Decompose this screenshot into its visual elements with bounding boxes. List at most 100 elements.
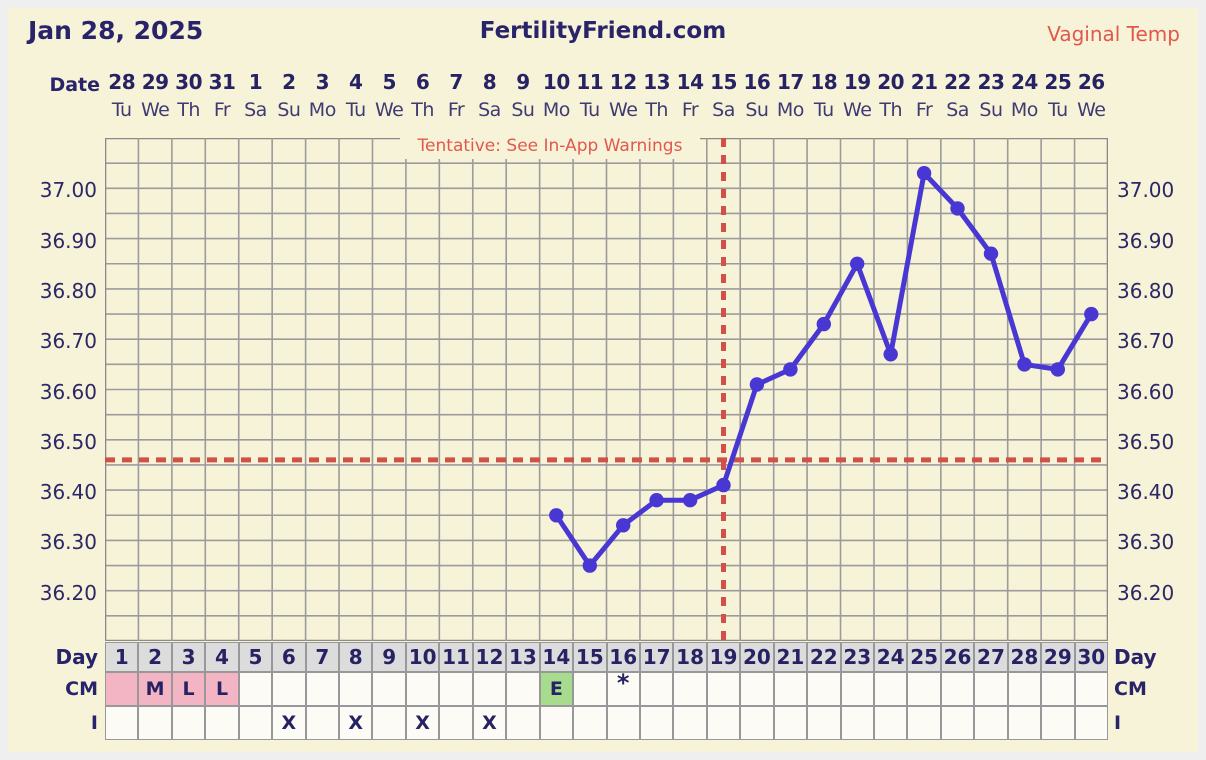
intercourse-cell[interactable]: X bbox=[405, 706, 440, 740]
temp-point[interactable] bbox=[816, 316, 831, 332]
day-cell[interactable]: 18 bbox=[673, 642, 707, 672]
cm-cell[interactable] bbox=[439, 672, 473, 706]
cm-cell[interactable]: M bbox=[138, 672, 172, 706]
cm-cell[interactable] bbox=[740, 672, 774, 706]
temp-point[interactable] bbox=[883, 347, 898, 362]
intercourse-cell[interactable] bbox=[807, 706, 841, 740]
cm-cell[interactable] bbox=[773, 672, 808, 706]
day-cell[interactable]: 15 bbox=[573, 642, 607, 672]
cm-cell[interactable] bbox=[673, 672, 707, 706]
day-cell[interactable]: 9 bbox=[372, 642, 406, 672]
day-cell[interactable]: 10 bbox=[405, 642, 440, 672]
intercourse-cell[interactable] bbox=[873, 706, 908, 740]
cm-cell[interactable] bbox=[105, 672, 139, 706]
day-cell[interactable]: 13 bbox=[506, 642, 540, 672]
cm-cell[interactable] bbox=[506, 672, 540, 706]
day-cell[interactable]: 12 bbox=[472, 642, 507, 672]
cm-cell[interactable] bbox=[1007, 672, 1042, 706]
intercourse-cell[interactable] bbox=[171, 706, 206, 740]
intercourse-cell[interactable] bbox=[1074, 706, 1108, 740]
day-cell[interactable]: 19 bbox=[706, 642, 741, 672]
intercourse-cell[interactable] bbox=[907, 706, 941, 740]
cm-cell[interactable] bbox=[940, 672, 975, 706]
intercourse-cell[interactable] bbox=[639, 706, 674, 740]
cm-cell[interactable] bbox=[372, 672, 406, 706]
cm-cell[interactable] bbox=[272, 672, 306, 706]
day-cell[interactable]: 14 bbox=[539, 642, 574, 672]
intercourse-cell[interactable] bbox=[305, 706, 340, 740]
cm-cell[interactable]: L bbox=[171, 672, 206, 706]
intercourse-cell[interactable] bbox=[773, 706, 808, 740]
intercourse-cell[interactable]: X bbox=[272, 706, 306, 740]
day-cell[interactable]: 30 bbox=[1074, 642, 1108, 672]
intercourse-cell[interactable] bbox=[573, 706, 607, 740]
temp-point[interactable] bbox=[716, 477, 731, 493]
cm-cell[interactable] bbox=[238, 672, 273, 706]
day-cell[interactable]: 17 bbox=[639, 642, 674, 672]
cm-cell[interactable] bbox=[472, 672, 507, 706]
temp-point[interactable] bbox=[1017, 357, 1032, 372]
day-cell[interactable]: 23 bbox=[840, 642, 874, 672]
day-cell[interactable]: 1 bbox=[105, 642, 139, 672]
cm-cell[interactable]: E bbox=[539, 672, 574, 706]
cm-cell[interactable] bbox=[305, 672, 340, 706]
intercourse-cell[interactable] bbox=[606, 706, 640, 740]
day-cell[interactable]: 16 bbox=[606, 642, 640, 672]
day-cell[interactable]: 11 bbox=[439, 642, 473, 672]
cm-cell[interactable] bbox=[706, 672, 741, 706]
intercourse-cell[interactable] bbox=[138, 706, 172, 740]
intercourse-cell[interactable] bbox=[1041, 706, 1075, 740]
day-cell[interactable]: 4 bbox=[205, 642, 239, 672]
temperature-chart[interactable] bbox=[105, 138, 1108, 641]
cm-cell[interactable] bbox=[974, 672, 1008, 706]
temp-point[interactable] bbox=[549, 508, 564, 523]
temp-point[interactable] bbox=[983, 246, 999, 261]
temp-point[interactable] bbox=[749, 377, 765, 392]
day-cell[interactable]: 21 bbox=[773, 642, 808, 672]
day-cell[interactable]: 22 bbox=[807, 642, 841, 672]
intercourse-cell[interactable] bbox=[840, 706, 874, 740]
day-cell[interactable]: 27 bbox=[974, 642, 1008, 672]
temp-point[interactable] bbox=[950, 201, 965, 216]
cm-cell[interactable] bbox=[639, 672, 674, 706]
intercourse-cell[interactable] bbox=[238, 706, 273, 740]
cm-cell[interactable] bbox=[339, 672, 373, 706]
cm-cell[interactable] bbox=[907, 672, 941, 706]
cm-cell[interactable] bbox=[1074, 672, 1108, 706]
temp-point[interactable] bbox=[649, 493, 664, 508]
cm-cell[interactable] bbox=[573, 672, 607, 706]
day-cell[interactable]: 3 bbox=[171, 642, 206, 672]
day-cell[interactable]: 24 bbox=[873, 642, 908, 672]
intercourse-cell[interactable] bbox=[974, 706, 1008, 740]
cm-cell[interactable]: * bbox=[606, 669, 640, 706]
cm-cell[interactable] bbox=[1041, 672, 1075, 706]
temp-point[interactable] bbox=[916, 166, 932, 181]
intercourse-cell[interactable] bbox=[506, 706, 540, 740]
day-cell[interactable]: 26 bbox=[940, 642, 975, 672]
day-cell[interactable]: 8 bbox=[339, 642, 373, 672]
intercourse-cell[interactable] bbox=[740, 706, 774, 740]
intercourse-cell[interactable] bbox=[1007, 706, 1042, 740]
intercourse-cell[interactable] bbox=[105, 706, 139, 740]
temp-point[interactable] bbox=[616, 518, 631, 533]
cm-cell[interactable] bbox=[807, 672, 841, 706]
day-cell[interactable]: 20 bbox=[740, 642, 774, 672]
day-cell[interactable]: 7 bbox=[305, 642, 340, 672]
temp-point[interactable] bbox=[682, 493, 698, 508]
intercourse-cell[interactable] bbox=[940, 706, 975, 740]
intercourse-cell[interactable] bbox=[539, 706, 574, 740]
day-cell[interactable]: 29 bbox=[1041, 642, 1075, 672]
temp-point[interactable] bbox=[850, 256, 865, 271]
temp-point[interactable] bbox=[582, 558, 597, 573]
temp-point[interactable] bbox=[1050, 362, 1065, 377]
intercourse-cell[interactable] bbox=[205, 706, 239, 740]
cm-cell[interactable] bbox=[405, 672, 440, 706]
day-cell[interactable]: 28 bbox=[1007, 642, 1042, 672]
intercourse-cell[interactable] bbox=[706, 706, 741, 740]
day-cell[interactable]: 2 bbox=[138, 642, 172, 672]
intercourse-cell[interactable] bbox=[372, 706, 406, 740]
intercourse-cell[interactable] bbox=[673, 706, 707, 740]
cm-cell[interactable]: L bbox=[205, 672, 239, 706]
intercourse-cell[interactable]: X bbox=[472, 706, 507, 740]
temp-point[interactable] bbox=[1084, 306, 1099, 322]
